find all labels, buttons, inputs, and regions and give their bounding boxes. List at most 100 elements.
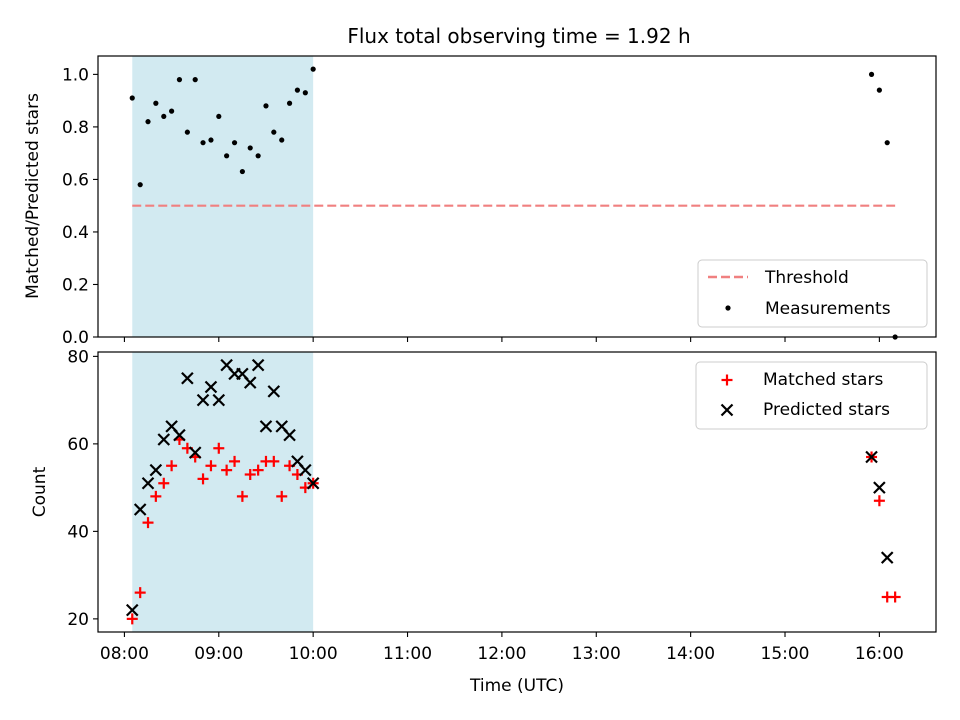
measurement-point-11 [216,113,222,120]
x-tick-label-3: 11:00 [383,644,432,664]
matched-point-25 [873,495,885,507]
predicted-point-25 [873,481,886,494]
measurement-point-26 [884,140,890,146]
measurement-point-20 [286,100,293,106]
measurement-point-8 [192,77,198,83]
predicted-point-8 [188,446,202,459]
bottom-observing-window [132,352,314,632]
predicted-point-0 [125,603,139,617]
predicted-point-17 [259,420,273,433]
matched-point-5 [166,460,178,472]
measurement-point-6 [176,77,183,83]
measurement-point-1 [137,182,143,188]
top-y-tick-label-5: 1.0 [62,65,89,85]
top-y-tick-label-0: 0.0 [62,328,89,348]
measurement-point-24 [868,71,875,77]
measurement-point-15 [247,145,253,151]
measurement-point-0 [129,95,135,101]
predicted-point-7 [181,371,194,385]
matched-point-3 [150,490,162,502]
matched-point-10 [205,460,217,472]
predicted-point-16 [251,358,265,372]
predicted-point-3 [149,463,163,477]
matched-point-1 [134,587,146,599]
chart-title: Flux total observing time = 1.92 h [347,24,690,48]
x-tick-label-1: 09:00 [194,644,243,664]
measurement-point-5 [169,108,175,114]
top-y-ticks: 0.0 0.2 0.4 0.6 0.8 1.0 [62,65,98,348]
x-tick-label-0: 08:00 [100,644,149,664]
legend-predicted-marker [720,403,734,417]
bottom-legend: Matched stars Predicted stars [695,361,928,430]
matched-point-19 [276,490,288,502]
legend-matched-swatch [721,374,733,386]
predicted-point-22 [299,463,312,477]
top-x-ticks [123,337,880,342]
measurement-point-14 [239,168,245,175]
predicted-point-15 [243,376,257,389]
top-y-tick-label-1: 0.2 [62,275,89,295]
matched-point-15 [244,469,256,480]
top-y-tick-label-4: 0.8 [62,118,89,138]
bottom-y-tick-label-2: 60 [67,435,89,455]
matched-point-27 [889,591,901,603]
top-legend-box [697,259,928,328]
measurement-point-7 [184,129,190,135]
x-tick-label-7: 15:00 [761,644,810,664]
bottom-y-tick-label-3: 80 [67,347,89,367]
measurement-point-23 [310,66,316,72]
matched-point-14 [236,490,248,502]
measurement-point-17 [263,103,269,109]
matched-point-9 [197,473,209,485]
top-y-axis-label: Matched/Predicted stars [23,93,43,299]
predicted-point-20 [283,428,296,442]
legend-measurements-label: Measurements [765,299,891,319]
measurement-point-10 [208,137,214,143]
bottom-legend-box [695,361,928,430]
matched-point-13 [229,455,241,467]
measurement-point-13 [231,140,238,146]
measurement-point-12 [224,153,230,159]
legend-matched-marker [721,374,733,386]
measurement-point-21 [294,87,301,93]
predicted-point-6 [173,428,186,442]
x-tick-label-5: 13:00 [572,644,621,664]
top-panel: 0.0 0.2 0.4 0.6 0.8 1.0 Matched/Predicted sta… [23,55,937,348]
legend-threshold-label: Threshold [764,268,849,288]
measurement-points [129,66,898,340]
bottom-y-tick-label-0: 20 [67,610,89,630]
measurement-point-22 [302,90,308,96]
bottom-y-axis-label: Count [30,466,50,517]
predicted-point-1 [133,503,147,516]
bottom-plot-frame [97,351,937,633]
matched-point-11 [213,442,225,454]
matched-point-4 [158,477,170,489]
predicted-point-10 [204,380,218,394]
bottom-y-ticks: 20 40 60 80 [67,347,98,630]
predicted-point-24 [865,450,878,464]
x-tick-label-2: 10:00 [289,644,338,664]
x-tick-label-4: 12:00 [477,644,526,664]
count-points [125,358,901,625]
matched-point-18 [268,455,280,467]
matched-point-12 [221,464,233,476]
top-y-tick-label-2: 0.4 [62,223,89,243]
predicted-point-2 [141,476,155,490]
predicted-point-26 [880,551,894,564]
predicted-point-23 [306,476,320,490]
top-plot-frame [97,55,937,338]
measurement-point-9 [200,140,206,146]
top-observing-window [132,56,314,337]
matched-point-0 [126,613,138,625]
bottom-y-tick-label-1: 40 [67,522,89,542]
top-legend: Threshold Measurements [697,259,928,328]
measurement-point-4 [161,113,167,120]
predicted-point-18 [267,385,281,398]
matched-point-2 [142,517,154,529]
top-y-tick-label-3: 0.6 [62,170,89,190]
x-tick-label-8: 16:00 [855,644,904,664]
measurement-point-16 [255,153,261,159]
matched-point-16 [252,464,264,476]
predicted-point-11 [212,393,226,407]
